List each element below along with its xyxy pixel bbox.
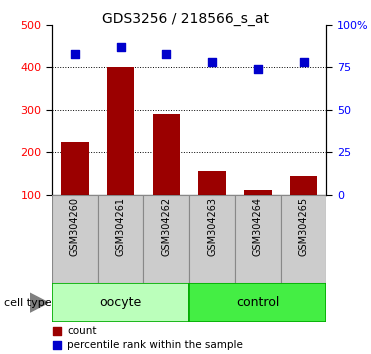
Text: percentile rank within the sample: percentile rank within the sample: [67, 340, 243, 350]
Text: GDS3256 / 218566_s_at: GDS3256 / 218566_s_at: [102, 12, 269, 27]
Text: cell type: cell type: [4, 298, 51, 308]
Text: GSM304260: GSM304260: [70, 198, 80, 256]
FancyBboxPatch shape: [189, 195, 235, 283]
Point: [209, 59, 215, 65]
Bar: [290, 176, 317, 195]
Point: [118, 44, 124, 50]
Text: control: control: [236, 296, 279, 309]
Point: [301, 59, 306, 65]
Text: GSM304265: GSM304265: [299, 198, 309, 257]
Text: GSM304263: GSM304263: [207, 198, 217, 256]
FancyBboxPatch shape: [144, 195, 189, 283]
Point: [55, 328, 60, 334]
Text: GSM304262: GSM304262: [161, 198, 171, 257]
FancyBboxPatch shape: [98, 195, 144, 283]
Bar: [152, 114, 180, 195]
Point: [72, 51, 78, 57]
FancyBboxPatch shape: [281, 195, 326, 283]
FancyBboxPatch shape: [189, 283, 326, 322]
FancyBboxPatch shape: [235, 195, 281, 283]
Bar: [198, 171, 226, 195]
Bar: [244, 190, 272, 195]
FancyBboxPatch shape: [52, 195, 98, 283]
Text: GSM304261: GSM304261: [116, 198, 125, 256]
Text: GSM304264: GSM304264: [253, 198, 263, 256]
Point: [255, 66, 261, 72]
FancyBboxPatch shape: [52, 283, 189, 322]
Bar: [61, 142, 89, 195]
Text: count: count: [67, 326, 96, 336]
Point: [55, 342, 60, 348]
Point: [163, 51, 169, 57]
Bar: [107, 67, 134, 195]
Polygon shape: [30, 293, 48, 312]
Text: oocyte: oocyte: [99, 296, 142, 309]
